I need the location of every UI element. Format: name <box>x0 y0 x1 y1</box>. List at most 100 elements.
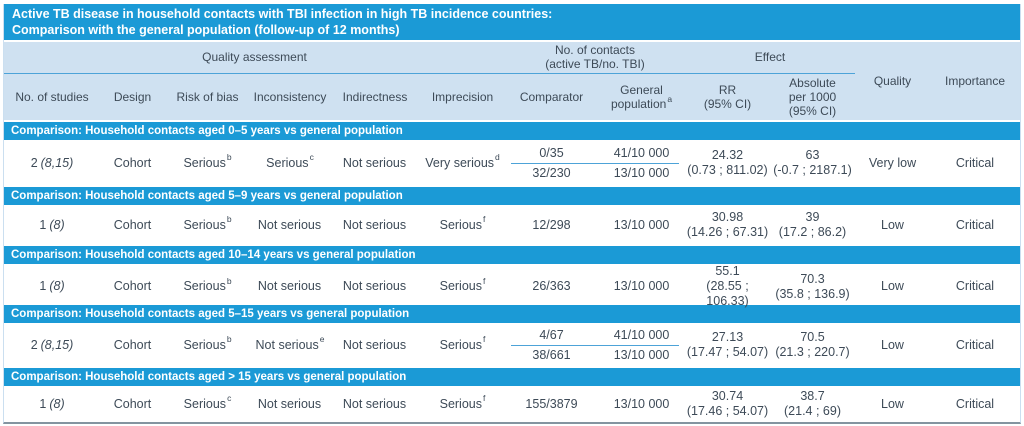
data-row-over-15-years: 1 (8) Cohort Seriousc Not serious Not ser… <box>4 386 1020 422</box>
study-refs: (8) <box>49 217 65 232</box>
cell-absolute: 70.3 (35.8 ; 136.9) <box>775 271 850 301</box>
cell-indirectness: Not serious <box>342 337 407 352</box>
cell-absolute: 63 (-0.7 ; 2187.1) <box>773 148 852 177</box>
cell-no-of-studies: 1 (8) <box>39 396 65 411</box>
cell-indirectness: Not serious <box>342 217 407 232</box>
cell-design: Cohort <box>113 279 152 293</box>
cell-imprecision: Seriousf <box>439 275 486 293</box>
comparator-value-top: 0/35 <box>539 145 564 160</box>
cell-importance: Critical <box>955 217 995 232</box>
col-header-rr: RR (95% CI) <box>703 83 752 111</box>
col-header-importance: Importance <box>944 74 1006 88</box>
general-population-value-bottom: 13/10 000 <box>613 347 670 362</box>
cell-absolute: 39 (17.2 ; 86.2) <box>778 210 847 239</box>
general-population-value-top: 41/10 000 <box>613 145 670 160</box>
cell-design: Cohort <box>113 217 152 232</box>
group-effect-label: Effect <box>754 50 786 64</box>
cell-comparator: 26/363 <box>532 279 571 293</box>
table-header: Quality assessment No. of contacts (acti… <box>4 42 1020 120</box>
cell-design: Cohort <box>113 396 152 411</box>
cell-general-population: 13/10 000 <box>613 217 670 232</box>
cell-quality: Low <box>881 337 904 352</box>
section-header-5-15-years: Comparison: Household contacts aged 5–15… <box>4 305 1020 323</box>
cell-imprecision: Seriousf <box>439 334 486 352</box>
cell-rr: 27.13 (17.47 ; 54.07) <box>686 330 769 359</box>
cell-importance: Critical <box>955 155 995 170</box>
header-group-divider-line <box>4 72 855 74</box>
cell-rr: 55.1 (28.55 ; 106.33) <box>706 264 749 308</box>
cell-quality: Low <box>881 217 904 232</box>
cell-general-population: 13/10 000 <box>613 396 670 411</box>
table-title-line1: Active TB disease in household contacts … <box>12 7 553 21</box>
cell-inconsistency: Seriousc <box>266 152 314 170</box>
comparator-value-bottom: 38/661 <box>532 347 571 362</box>
table-title: Active TB disease in household contacts … <box>4 4 1020 40</box>
cell-imprecision: Very seriousd <box>425 152 500 170</box>
col-header-inconsistency: Inconsistency <box>253 90 327 104</box>
cell-importance: Critical <box>955 396 995 411</box>
study-refs: (8,15) <box>40 337 74 352</box>
cell-risk-of-bias: Seriousb <box>183 334 232 352</box>
cell-imprecision: Seriousf <box>439 393 486 411</box>
study-refs: (8) <box>49 279 65 293</box>
cell-quality: Very low <box>868 155 917 170</box>
group-header-quality-assessment-label: Quality assessment <box>202 50 307 64</box>
col-header-imprecision: Imprecision <box>431 90 494 104</box>
cell-risk-of-bias: Seriousc <box>183 393 232 411</box>
study-refs: (8,15) <box>40 155 74 170</box>
general-population-value-bottom: 13/10 000 <box>613 165 670 180</box>
general-population-value-top: 41/10 000 <box>613 327 670 342</box>
cell-absolute: 70.5 (21.3 ; 220.7) <box>775 330 850 359</box>
cell-inconsistency: Not serious <box>257 279 322 293</box>
cell-risk-of-bias: Seriousb <box>183 214 232 232</box>
group-header-no-of-contacts: No. of contacts (active TB/no. TBI) <box>505 42 685 72</box>
col-header-indirectness: Indirectness <box>342 90 408 104</box>
cell-imprecision: Seriousf <box>439 214 486 232</box>
data-row-5-9-years: 1 (8) Cohort Seriousb Not serious Not ser… <box>4 205 1020 245</box>
group-contacts-line1: No. of contacts <box>554 43 636 57</box>
section-header-10-14-years: Comparison: Household contacts aged 10–1… <box>4 246 1020 264</box>
cell-rr: 30.98 (14.26 ; 67.31) <box>686 210 769 239</box>
cell-importance: Critical <box>955 279 995 293</box>
cell-no-of-studies: 2 (8,15) <box>30 337 74 352</box>
col-header-no-of-studies: No. of studies <box>15 90 89 104</box>
cell-absolute: 38.7 (21.4 ; 69) <box>784 389 841 418</box>
cell-inconsistency: Not seriouse <box>255 334 325 352</box>
cell-comparator: 155/3879 <box>525 396 578 411</box>
col-header-absolute: Absolute per 1000 (95% CI) <box>788 76 837 118</box>
cell-no-of-studies: 1 (8) <box>39 217 65 232</box>
cell-general-population: 13/10 000 <box>613 279 670 293</box>
cell-no-of-studies: 1 (8) <box>39 279 65 293</box>
cell-quality: Low <box>881 396 904 411</box>
col-header-risk-of-bias: Risk of bias <box>176 90 239 104</box>
data-row-10-14-years: 1 (8) Cohort Seriousb Not serious Not ser… <box>4 264 1020 308</box>
section-header-5-9-years: Comparison: Household contacts aged 5–9 … <box>4 187 1020 205</box>
data-row-5-15-years: 2 (8,15) Cohort Seriousb Not seriouse Not… <box>4 323 1020 367</box>
group-header-effect: Effect <box>685 42 855 72</box>
cell-no-of-studies: 2 (8,15) <box>30 155 74 170</box>
grade-evidence-table: Active TB disease in household contacts … <box>3 4 1021 424</box>
cell-inconsistency: Not serious <box>257 396 322 411</box>
cell-importance: Critical <box>955 337 995 352</box>
cell-comparator: 12/298 <box>532 217 571 232</box>
cell-risk-of-bias: Seriousb <box>183 152 232 170</box>
cell-indirectness: Not serious <box>342 396 407 411</box>
col-header-comparator: Comparator <box>519 90 584 104</box>
cell-design: Cohort <box>113 337 152 352</box>
comparator-value-top: 4/67 <box>539 327 564 342</box>
section-header-over-15-years: Comparison: Household contacts aged > 15… <box>4 368 1020 386</box>
cell-rr: 30.74 (17.46 ; 54.07) <box>686 389 769 418</box>
table-title-line2: Comparison with the general population (… <box>12 23 400 37</box>
stacked-values-divider-line <box>511 344 679 346</box>
comparator-value-bottom: 32/230 <box>532 165 571 180</box>
cell-indirectness: Not serious <box>342 279 407 293</box>
footnote-sup-a: a <box>667 94 673 104</box>
stacked-values-divider-line <box>511 162 679 164</box>
section-header-0-5-years: Comparison: Household contacts aged 0–5 … <box>4 122 1020 140</box>
data-row-0-5-years: 2 (8,15) Cohort Seriousb Seriousc Not ser… <box>4 140 1020 186</box>
col-header-general-population: General populationa <box>610 83 673 111</box>
cell-design: Cohort <box>113 155 152 170</box>
cell-contacts-stacked: 0/35 41/10 000 32/230 13/10 000 <box>505 145 685 182</box>
cell-risk-of-bias: Seriousb <box>183 275 232 293</box>
cell-contacts-stacked: 4/67 41/10 000 38/661 13/10 000 <box>505 327 685 364</box>
